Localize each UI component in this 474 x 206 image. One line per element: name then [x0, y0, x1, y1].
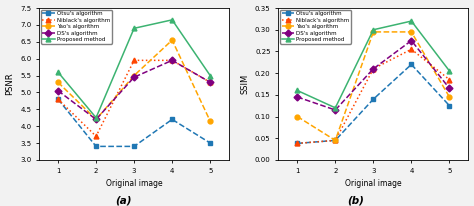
DS's algorithm [55, 89, 61, 92]
Text: (a): (a) [115, 196, 131, 206]
Proposed method [332, 107, 338, 109]
Otsu's algorithm [207, 142, 213, 144]
Proposed method [294, 89, 300, 92]
Text: (b): (b) [347, 196, 364, 206]
Line: DS's algorithm: DS's algorithm [55, 58, 213, 122]
Line: Proposed method: Proposed method [55, 18, 213, 120]
Yao's algorithm [409, 31, 414, 33]
Line: Yao's algorithm: Yao's algorithm [55, 38, 213, 124]
Legend: Otsu's algorithm, Niblack's algorithm, Yao's algorithm, DS's algorithm, Proposed: Otsu's algorithm, Niblack's algorithm, Y… [41, 10, 112, 44]
Proposed method [55, 71, 61, 73]
Niblack's algorithm [409, 48, 414, 50]
Proposed method [409, 20, 414, 22]
Proposed method [169, 19, 175, 21]
DS's algorithm [207, 81, 213, 83]
Otsu's algorithm [332, 139, 338, 142]
Otsu's algorithm [447, 104, 452, 107]
Y-axis label: PSNR: PSNR [6, 73, 15, 95]
Proposed method [371, 28, 376, 31]
Yao's algorithm [371, 31, 376, 33]
Otsu's algorithm [371, 98, 376, 100]
Line: Proposed method: Proposed method [295, 19, 452, 110]
DS's algorithm [332, 109, 338, 111]
Yao's algorithm [294, 115, 300, 118]
Line: Niblack's algorithm: Niblack's algorithm [295, 47, 452, 146]
Yao's algorithm [447, 96, 452, 98]
Y-axis label: SSIM: SSIM [240, 74, 249, 94]
Otsu's algorithm [55, 98, 61, 100]
DS's algorithm [131, 76, 137, 78]
Otsu's algorithm [93, 145, 99, 148]
Niblack's algorithm [371, 68, 376, 70]
Yao's algorithm [332, 139, 338, 142]
Line: Otsu's algorithm: Otsu's algorithm [55, 97, 213, 149]
Proposed method [207, 74, 213, 77]
Legend: Otsu's algorithm, Niblack's algorithm, Yao's algorithm, DS's algorithm, Proposed: Otsu's algorithm, Niblack's algorithm, Y… [280, 10, 351, 44]
Yao's algorithm [207, 120, 213, 122]
Proposed method [131, 27, 137, 29]
DS's algorithm [294, 96, 300, 98]
Niblack's algorithm [207, 81, 213, 83]
Niblack's algorithm [93, 135, 99, 138]
DS's algorithm [447, 87, 452, 90]
DS's algorithm [409, 39, 414, 42]
Line: DS's algorithm: DS's algorithm [295, 38, 452, 112]
Otsu's algorithm [294, 142, 300, 145]
Proposed method [447, 70, 452, 72]
Niblack's algorithm [294, 142, 300, 145]
Line: Yao's algorithm: Yao's algorithm [295, 29, 452, 143]
Niblack's algorithm [131, 59, 137, 62]
Yao's algorithm [131, 74, 137, 77]
Line: Otsu's algorithm: Otsu's algorithm [295, 62, 452, 146]
Otsu's algorithm [409, 63, 414, 66]
Niblack's algorithm [169, 59, 175, 62]
X-axis label: Original image: Original image [345, 179, 401, 188]
Yao's algorithm [55, 81, 61, 83]
Otsu's algorithm [131, 145, 137, 148]
Line: Niblack's algorithm: Niblack's algorithm [55, 58, 213, 139]
X-axis label: Original image: Original image [106, 179, 163, 188]
Niblack's algorithm [447, 78, 452, 81]
Yao's algorithm [93, 118, 99, 121]
Yao's algorithm [169, 39, 175, 41]
DS's algorithm [93, 118, 99, 121]
Otsu's algorithm [169, 118, 175, 121]
Niblack's algorithm [332, 139, 338, 142]
Niblack's algorithm [55, 98, 61, 100]
Proposed method [93, 116, 99, 119]
DS's algorithm [169, 59, 175, 62]
DS's algorithm [371, 68, 376, 70]
